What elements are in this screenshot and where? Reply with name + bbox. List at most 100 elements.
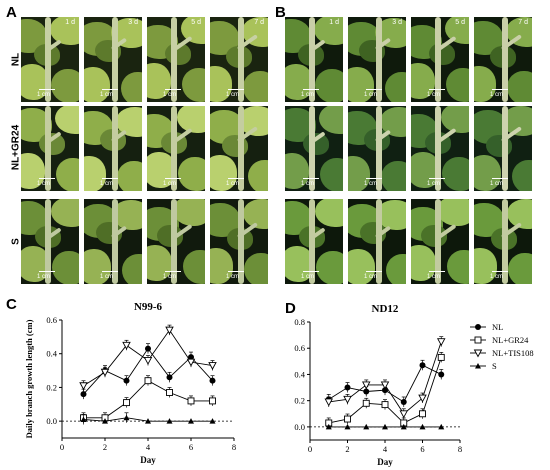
leaf-shape xyxy=(446,68,469,102)
data-point-circle xyxy=(344,384,351,391)
x-axis-label: Day xyxy=(377,457,393,467)
plant-photo: 1 cm xyxy=(411,199,469,284)
data-point-square xyxy=(187,397,195,405)
leaf-shape xyxy=(348,67,374,102)
plant-photo: 1 cm xyxy=(21,106,79,191)
stem-shape xyxy=(309,106,315,191)
leaf-shape xyxy=(21,153,45,189)
leaf-shape xyxy=(386,254,406,284)
leaf-shape xyxy=(51,69,79,102)
scale-bar xyxy=(228,178,244,179)
legend-label: NL+GR24 xyxy=(492,335,529,345)
data-point-circle xyxy=(209,377,216,384)
stem-shape xyxy=(171,106,177,191)
stem-shape xyxy=(376,17,382,102)
x-tick-label: 0 xyxy=(308,444,312,454)
plant-photo: 1 cm xyxy=(210,106,268,191)
data-point-square xyxy=(209,397,216,405)
x-tick-label: 4 xyxy=(146,442,151,452)
data-point-triangle-down xyxy=(343,395,352,404)
leaf-shape xyxy=(56,158,79,191)
data-point-triangle-down xyxy=(436,338,446,347)
stem-shape xyxy=(435,17,441,102)
data-point-triangle-up xyxy=(438,423,445,430)
day-label: 5 d xyxy=(455,19,465,26)
plant-photo: 7 d 1 cm xyxy=(474,17,532,102)
data-point-square xyxy=(419,410,426,418)
scale-bar xyxy=(492,89,508,90)
scale-label: 1 cm xyxy=(490,181,504,187)
scale-label: 1 cm xyxy=(427,181,441,187)
data-point-triangle-down xyxy=(473,349,483,358)
scale-label: 1 cm xyxy=(37,181,51,187)
plant-photo: 1 cm xyxy=(474,199,532,284)
data-point-triangle-down xyxy=(186,358,196,367)
x-tick-label: 2 xyxy=(345,444,349,454)
leaf-shape xyxy=(173,199,205,226)
data-point-triangle-up xyxy=(400,423,407,430)
leaf-shape xyxy=(121,72,142,102)
data-point-triangle-up xyxy=(188,418,194,424)
data-point-triangle-up xyxy=(382,423,388,430)
data-point-triangle-up xyxy=(102,418,108,424)
stem-shape xyxy=(238,199,244,284)
scale-label: 1 cm xyxy=(163,274,177,280)
panel-label-b: B xyxy=(275,4,286,21)
leaf-shape xyxy=(52,251,79,284)
scale-label: 1 cm xyxy=(490,92,504,98)
data-point-triangle-down xyxy=(361,381,371,390)
leaf-shape xyxy=(84,156,106,191)
scale-bar xyxy=(492,178,508,179)
data-point-square xyxy=(123,399,130,407)
leaf-shape xyxy=(178,157,205,191)
data-point-triangle-down xyxy=(143,357,153,365)
leaf-shape xyxy=(315,199,343,227)
leaf-shape xyxy=(474,66,496,102)
data-point-triangle-up xyxy=(166,418,173,424)
plant-photo: 1 cm xyxy=(348,106,406,191)
leaf-shape xyxy=(182,68,205,102)
scale-label: 1 cm xyxy=(364,274,378,280)
stem-shape xyxy=(376,106,382,191)
leaf-shape xyxy=(348,249,375,284)
leaf-shape xyxy=(122,254,142,284)
x-tick-label: 0 xyxy=(60,442,64,452)
stem-shape xyxy=(112,199,118,284)
y-tick-label: 0.8 xyxy=(294,317,305,327)
stem-shape xyxy=(112,106,118,191)
data-point-triangle-down xyxy=(122,341,131,350)
scale-label: 1 cm xyxy=(364,92,378,98)
leaf-shape xyxy=(183,250,205,284)
day-label: 5 d xyxy=(191,19,201,26)
stem-shape xyxy=(435,199,441,284)
stem-shape xyxy=(112,17,118,102)
data-point-square xyxy=(437,353,445,361)
data-point-triangle-down xyxy=(208,362,217,370)
y-tick-label: 0.6 xyxy=(46,315,57,325)
legend-label: NL+TIS108 xyxy=(492,348,534,358)
data-point-square xyxy=(344,415,351,423)
y-axis-label: Daily branch growth length (cm) xyxy=(24,319,34,438)
scale-bar xyxy=(165,178,181,179)
scale-label: 1 cm xyxy=(37,274,51,280)
leaf-shape xyxy=(385,72,406,102)
data-point-triangle-up xyxy=(363,423,370,430)
stem-shape xyxy=(376,199,382,284)
plant-photo: 1 d 1 cm xyxy=(21,17,79,102)
x-tick-label: 8 xyxy=(232,442,236,452)
x-tick-label: 2 xyxy=(103,442,107,452)
panel-label-d: D xyxy=(285,300,296,317)
panel-label-c: C xyxy=(6,296,17,313)
day-label: 3 d xyxy=(128,19,138,26)
plant-photo: 1 d 1 cm xyxy=(285,17,343,102)
scale-bar xyxy=(429,271,445,272)
leaf-shape xyxy=(474,248,497,284)
day-label: 1 d xyxy=(329,19,339,26)
data-point-triangle-up xyxy=(145,418,151,424)
data-point-triangle-down xyxy=(100,368,110,377)
scale-bar xyxy=(165,89,181,90)
leaf-shape xyxy=(447,250,469,284)
y-tick-label: 0.6 xyxy=(294,343,305,353)
scale-bar xyxy=(429,178,445,179)
plant-photo: 1 cm xyxy=(84,199,142,284)
